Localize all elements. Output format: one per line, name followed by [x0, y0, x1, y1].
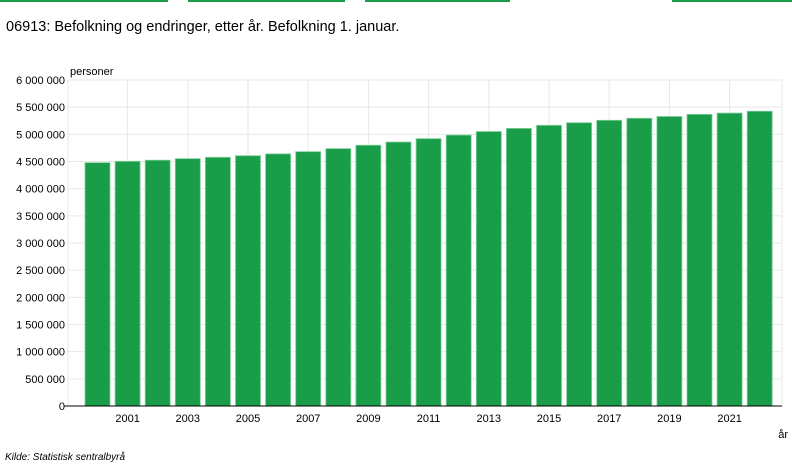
- top-tab-2[interactable]: [188, 0, 345, 2]
- bar-2006: [265, 153, 292, 407]
- x-tick-label: 2013: [477, 413, 501, 425]
- x-tick-label: 2015: [537, 413, 561, 425]
- x-tick-label: 2021: [717, 413, 741, 425]
- bar-2012: [445, 134, 472, 407]
- bar-2005: [235, 155, 261, 407]
- x-tick-label: 2001: [115, 413, 139, 425]
- bar-2007: [295, 151, 322, 407]
- y-tick-label: 5 000 000: [16, 129, 65, 141]
- y-tick-label: 2 500 000: [16, 265, 65, 277]
- y-tick-label: 3 000 000: [16, 238, 65, 250]
- top-tab-4[interactable]: [672, 0, 792, 2]
- y-tick-label: 6 000 000: [16, 75, 65, 87]
- source-note: Kilde: Statistisk sentralbyrå: [5, 452, 126, 463]
- y-tick-label: 4 500 000: [16, 157, 65, 169]
- x-tick-label: 2009: [356, 413, 380, 425]
- bar-2004: [204, 156, 231, 407]
- bar-2013: [475, 131, 502, 407]
- x-tick-label: 2011: [417, 413, 441, 425]
- bar-2010: [385, 141, 412, 407]
- chart-title: 06913: Befolkning og endringer, etter år…: [6, 19, 400, 35]
- bar-2016: [566, 122, 592, 407]
- bar-2021: [716, 112, 743, 407]
- top-tab-3[interactable]: [365, 0, 510, 2]
- bar-2019: [656, 116, 683, 407]
- x-axis-label: år: [778, 429, 788, 441]
- x-tick-label: 2019: [657, 413, 681, 425]
- y-tick-label: 1 500 000: [16, 320, 65, 332]
- y-tick-label: 5 500 000: [16, 102, 65, 114]
- bar-2001: [114, 160, 141, 407]
- y-tick-label: 1 000 000: [16, 347, 65, 359]
- bar-2009: [355, 144, 382, 407]
- bar-2017: [596, 119, 623, 407]
- bar-2002: [144, 159, 171, 407]
- bar-2011: [415, 138, 442, 407]
- bar-2022: [746, 110, 773, 407]
- bar-2018: [626, 117, 653, 407]
- y-tick-label: 4 000 000: [16, 184, 65, 196]
- y-tick-label: 0: [59, 401, 65, 413]
- y-tick-label: 2 000 000: [16, 292, 65, 304]
- y-tick-label: 500 000: [25, 374, 65, 386]
- x-tick-label: 2017: [597, 413, 621, 425]
- bar-2015: [536, 124, 562, 407]
- top-tab-1[interactable]: [0, 0, 168, 2]
- bar-2008: [325, 148, 352, 407]
- y-axis-label: personer: [70, 66, 114, 78]
- x-tick-label: 2007: [296, 413, 320, 425]
- bar-2020: [686, 113, 713, 407]
- x-tick-label: 2005: [236, 413, 260, 425]
- bar-2014: [505, 128, 532, 407]
- bar-2003: [174, 158, 201, 407]
- y-tick-label: 3 500 000: [16, 211, 65, 223]
- x-tick-label: 2003: [176, 413, 200, 425]
- bar-2000: [84, 162, 111, 407]
